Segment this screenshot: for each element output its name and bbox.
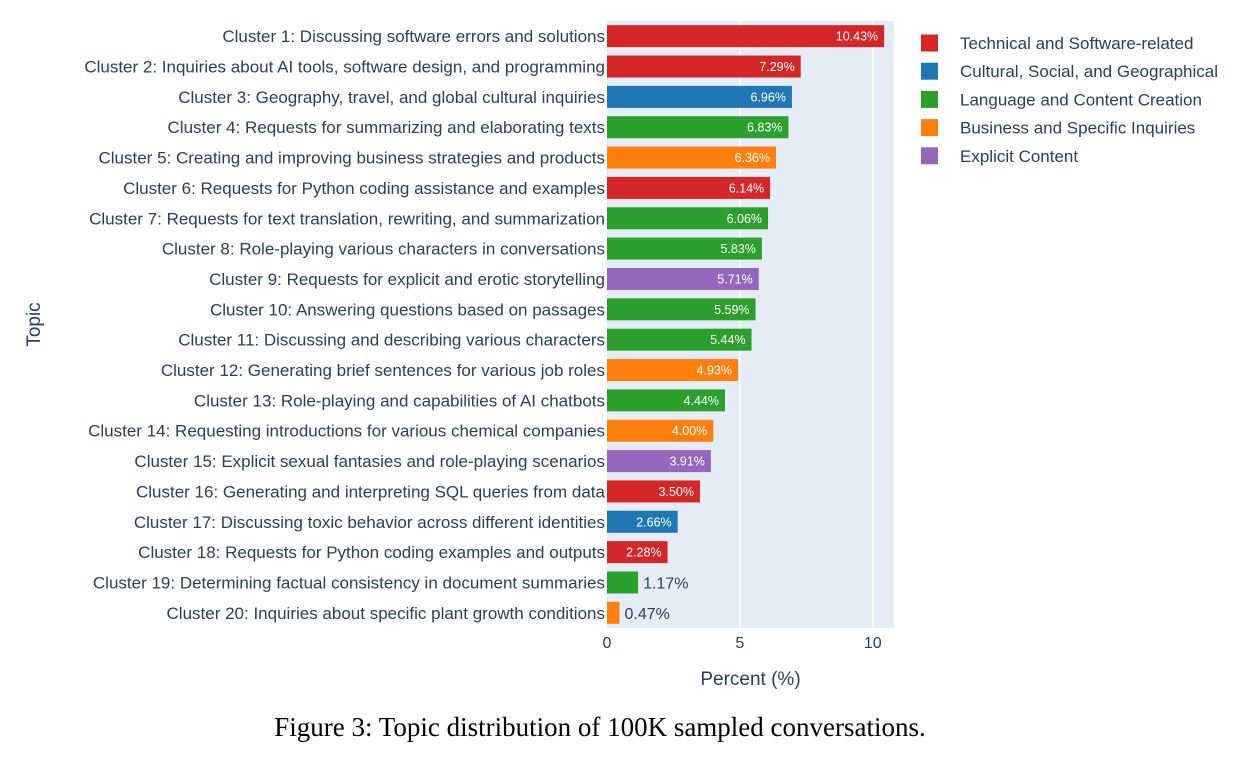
y-tick-label: Cluster 17: Discussing toxic behavior ac… <box>134 513 605 532</box>
plot-area <box>607 21 894 628</box>
y-tick-label: Cluster 15: Explicit sexual fantasies an… <box>134 452 605 471</box>
legend-label: Technical and Software-related <box>960 34 1193 53</box>
legend-label: Business and Specific Inquiries <box>960 119 1195 138</box>
bar <box>607 510 678 533</box>
bar <box>607 450 711 473</box>
x-axis-title: Percent (%) <box>700 669 800 690</box>
y-tick-label: Cluster 4: Requests for summarizing and … <box>168 118 605 137</box>
bar <box>607 85 792 108</box>
bar-chart: Cluster 1: Discussing software errors an… <box>24 21 1218 690</box>
bar-value-label: 5.44% <box>710 333 745 347</box>
y-tick-label: Cluster 3: Geography, travel, and global… <box>178 88 605 107</box>
y-tick-label: Cluster 2: Inquiries about AI tools, sof… <box>84 58 605 77</box>
bar-value-label: 6.14% <box>729 181 764 195</box>
legend-label: Explicit Content <box>960 147 1078 166</box>
bar <box>607 25 885 48</box>
y-tick-label: Cluster 20: Inquiries about specific pla… <box>167 604 605 623</box>
x-tick-label: 0 <box>603 635 612 652</box>
legend-swatch <box>921 62 938 80</box>
y-tick-label: Cluster 13: Role-playing and capabilitie… <box>194 391 605 410</box>
bar-value-label: 10.43% <box>836 30 878 44</box>
bar-value-label: 2.66% <box>636 515 671 529</box>
bar <box>607 267 759 290</box>
y-axis-title: Topic <box>24 302 45 346</box>
bar-value-label: 1.17% <box>643 575 688 592</box>
bar-value-label: 6.36% <box>735 151 770 165</box>
bar <box>607 55 801 78</box>
y-tick-label: Cluster 6: Requests for Python coding as… <box>123 179 605 198</box>
bar-value-label: 4.00% <box>672 424 707 438</box>
legend-label: Language and Content Creation <box>960 90 1202 109</box>
y-tick-label: Cluster 8: Role-playing various characte… <box>162 240 605 259</box>
bar-value-label: 2.28% <box>626 546 661 560</box>
y-tick-label: Cluster 9: Requests for explicit and ero… <box>209 270 605 289</box>
x-tick-label: 5 <box>735 635 744 652</box>
bar <box>607 419 714 442</box>
bar <box>607 601 620 624</box>
bar-value-label: 4.44% <box>684 394 719 408</box>
y-tick-label: Cluster 10: Answering questions based on… <box>210 300 605 319</box>
bar <box>607 480 701 503</box>
legend-label: Cultural, Social, and Geographical <box>960 62 1218 81</box>
bar-value-label: 5.59% <box>714 303 749 317</box>
bar <box>607 116 789 139</box>
bar <box>607 176 771 199</box>
bar <box>607 389 725 412</box>
bar-value-label: 3.91% <box>669 455 704 469</box>
bar-value-label: 6.83% <box>747 121 782 135</box>
bar <box>607 207 769 230</box>
y-tick-label: Cluster 1: Discussing software errors an… <box>222 27 605 46</box>
y-tick-label: Cluster 12: Generating brief sentences f… <box>161 361 605 380</box>
bar <box>607 237 762 260</box>
bar-value-label: 6.96% <box>751 90 786 104</box>
bar-value-label: 5.71% <box>717 272 752 286</box>
bar-value-label: 5.83% <box>720 242 755 256</box>
y-tick-label: Cluster 19: Determining factual consiste… <box>93 573 605 592</box>
bar <box>607 359 739 382</box>
bar <box>607 298 756 321</box>
bar-value-label: 6.06% <box>727 212 762 226</box>
bar-value-label: 0.47% <box>624 606 669 623</box>
legend-swatch <box>921 147 938 165</box>
bar-value-label: 4.93% <box>697 364 732 378</box>
figure-caption: Figure 3: Topic distribution of 100K sam… <box>274 712 926 742</box>
bar-value-label: 7.29% <box>759 60 794 74</box>
legend-swatch <box>921 34 938 52</box>
bar <box>607 541 668 564</box>
y-tick-label: Cluster 18: Requests for Python coding e… <box>138 543 605 562</box>
bar <box>607 571 639 594</box>
y-tick-label: Cluster 16: Generating and interpreting … <box>136 482 606 501</box>
y-tick-label: Cluster 11: Discussing and describing va… <box>178 331 605 350</box>
y-tick-label: Cluster 14: Requesting introductions for… <box>88 422 605 441</box>
legend-swatch <box>921 90 938 108</box>
bar <box>607 328 752 351</box>
bar-value-label: 3.50% <box>659 485 694 499</box>
x-tick-label: 10 <box>864 635 882 652</box>
y-tick-label: Cluster 7: Requests for text translation… <box>89 209 605 228</box>
bar <box>607 146 777 169</box>
y-tick-label: Cluster 5: Creating and improving busine… <box>99 149 606 168</box>
legend-swatch <box>921 119 938 137</box>
